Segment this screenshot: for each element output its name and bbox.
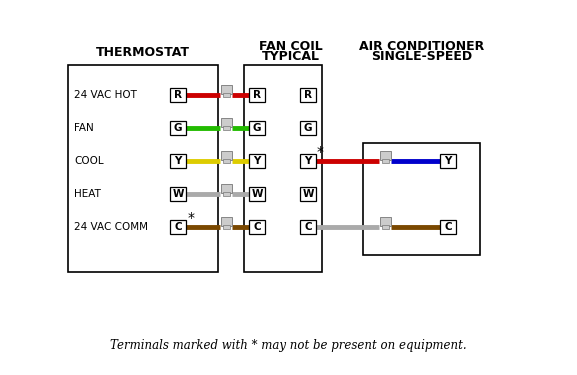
Text: C: C	[444, 222, 452, 232]
Bar	[300, 88, 316, 102]
Bar	[170, 121, 186, 135]
Bar	[170, 154, 186, 168]
Text: 24 VAC HOT: 24 VAC HOT	[74, 90, 137, 100]
Text: COOL: COOL	[74, 156, 104, 166]
Text: W: W	[173, 189, 183, 199]
Text: G: G	[174, 123, 182, 133]
Bar	[300, 187, 316, 201]
Bar	[380, 217, 391, 226]
Text: FAN: FAN	[74, 123, 93, 133]
Text: Y: Y	[174, 156, 182, 166]
Text: Terminals marked with * may not be present on equipment.: Terminals marked with * may not be prese…	[110, 339, 466, 351]
Text: W: W	[302, 189, 314, 199]
Bar	[220, 151, 231, 160]
Bar	[249, 220, 265, 234]
Bar	[249, 88, 265, 102]
Bar	[363, 143, 480, 255]
Bar	[381, 159, 388, 163]
Text: AIR CONDITIONER: AIR CONDITIONER	[359, 39, 484, 53]
Bar	[249, 121, 265, 135]
Text: Y: Y	[444, 156, 452, 166]
Bar	[440, 220, 456, 234]
Text: HEAT: HEAT	[74, 189, 101, 199]
Bar	[223, 225, 230, 229]
Bar	[300, 121, 316, 135]
Bar	[440, 154, 456, 168]
Text: C: C	[174, 222, 182, 232]
Bar	[381, 225, 388, 229]
Text: C: C	[304, 222, 312, 232]
Text: FAN COIL: FAN COIL	[259, 39, 323, 53]
Text: THERMOSTAT: THERMOSTAT	[96, 46, 190, 60]
Text: Y: Y	[253, 156, 261, 166]
Text: G: G	[253, 123, 261, 133]
Text: *: *	[317, 145, 324, 159]
Text: G: G	[304, 123, 312, 133]
Text: Y: Y	[304, 156, 312, 166]
Bar	[223, 192, 230, 196]
Bar	[300, 220, 316, 234]
Bar	[170, 220, 186, 234]
Bar	[220, 118, 231, 127]
Text: R: R	[174, 90, 182, 100]
Bar	[223, 126, 230, 130]
Bar	[220, 217, 231, 226]
Bar	[68, 65, 218, 272]
Bar	[249, 154, 265, 168]
Text: *: *	[188, 211, 195, 225]
Bar	[300, 154, 316, 168]
Text: R: R	[304, 90, 312, 100]
Bar	[223, 159, 230, 163]
Text: R: R	[253, 90, 261, 100]
Text: SINGLE-SPEED: SINGLE-SPEED	[371, 51, 472, 63]
Text: W: W	[251, 189, 263, 199]
Bar	[244, 65, 322, 272]
Bar	[170, 88, 186, 102]
Bar	[223, 93, 230, 97]
Bar	[170, 187, 186, 201]
Text: TYPICAL: TYPICAL	[262, 51, 320, 63]
Bar	[249, 187, 265, 201]
Bar	[220, 85, 231, 94]
Bar	[380, 151, 391, 160]
Bar	[220, 184, 231, 193]
Text: 24 VAC COMM: 24 VAC COMM	[74, 222, 148, 232]
Text: C: C	[253, 222, 261, 232]
